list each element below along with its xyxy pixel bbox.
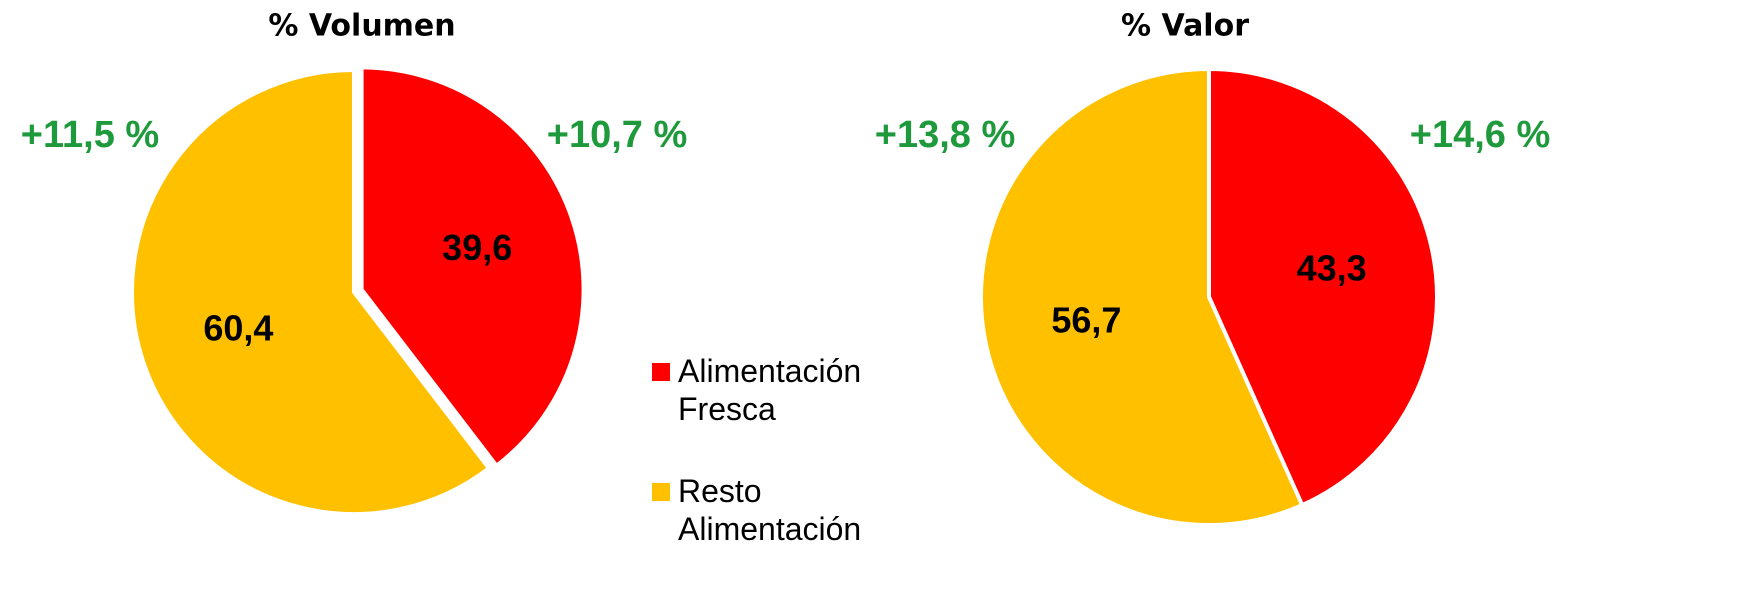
legend-label: Resto Alimentación — [678, 473, 862, 547]
legend-label: Alimentación Fresca — [678, 353, 862, 427]
data-label: 43,3 — [1297, 247, 1367, 288]
chart-title: % Volumen — [268, 9, 455, 44]
annotation: +11,5 % — [21, 114, 159, 156]
data-label: 60,4 — [203, 308, 273, 349]
pie-slice — [130, 67, 492, 516]
legend-swatch — [652, 363, 670, 381]
data-label: 56,7 — [1051, 300, 1121, 341]
pie-slice — [1207, 66, 1439, 508]
annotation: +14,6 % — [1410, 114, 1551, 156]
annotation: +10,7 % — [547, 114, 688, 156]
annotation: +13,8 % — [875, 114, 1016, 156]
legend-swatch — [652, 483, 670, 501]
pie-slice — [979, 66, 1305, 527]
data-label: 39,6 — [442, 227, 512, 268]
chart-title: % Valor — [1121, 9, 1249, 44]
pie-slice — [359, 65, 586, 469]
